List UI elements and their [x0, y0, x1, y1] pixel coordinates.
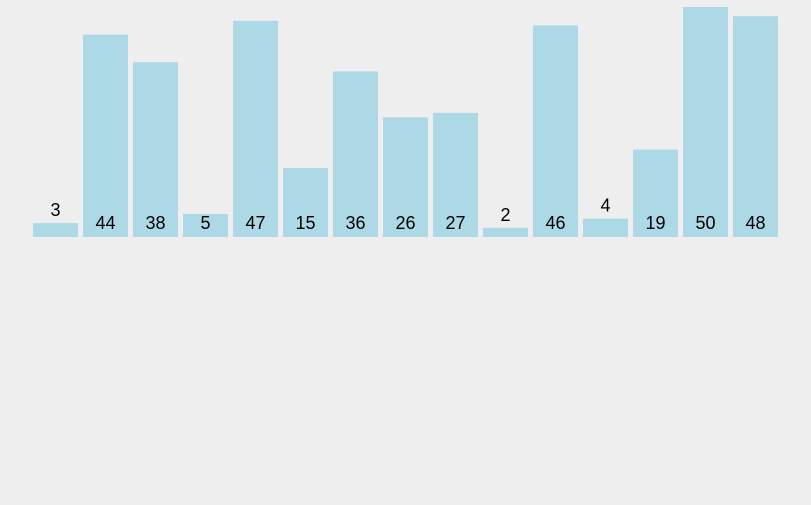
- data-label: 2: [500, 205, 510, 225]
- data-label: 46: [545, 213, 565, 233]
- data-label: 15: [295, 213, 315, 233]
- bar: [733, 16, 778, 238]
- data-label: 27: [445, 213, 465, 233]
- bar: [333, 71, 378, 238]
- data-label: 47: [245, 213, 265, 233]
- data-label: 4: [600, 196, 610, 216]
- data-label: 36: [345, 213, 365, 233]
- bar: [183, 214, 228, 237]
- data-label: 44: [95, 213, 115, 233]
- bar: [683, 7, 728, 237]
- bar: [133, 62, 178, 238]
- bar: [433, 112, 478, 237]
- data-label: 48: [745, 213, 765, 233]
- bar: [283, 168, 328, 237]
- data-label: 26: [395, 213, 415, 233]
- bar: [233, 20, 278, 237]
- bar: [633, 149, 678, 237]
- bar: [583, 218, 628, 237]
- bar: [533, 25, 578, 238]
- data-label: 19: [645, 213, 665, 233]
- bar: [83, 34, 128, 237]
- data-label: 3: [50, 200, 60, 220]
- data-label: 38: [145, 213, 165, 233]
- bar: [483, 227, 528, 237]
- bar: [383, 117, 428, 237]
- data-label: 50: [695, 213, 715, 233]
- bar: [33, 223, 78, 237]
- data-label: 5: [200, 213, 210, 233]
